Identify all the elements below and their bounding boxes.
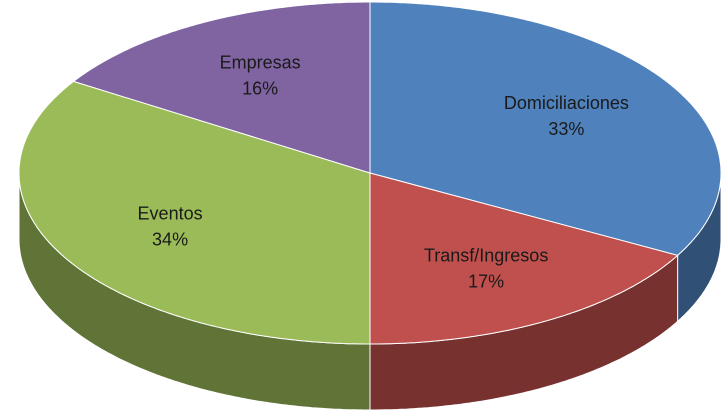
- slice: [369, 172, 679, 345]
- slice: [18, 80, 371, 345]
- slice-value-label: 16%: [242, 78, 278, 98]
- slice-label: Domiciliaciones: [504, 93, 629, 113]
- slice-value-label: 34%: [152, 229, 188, 249]
- slice-value-label: 17%: [468, 271, 504, 291]
- slice-value-label: 33%: [548, 119, 584, 139]
- slice-label: Transf/Ingresos: [424, 245, 548, 265]
- slice: [369, 1, 722, 256]
- slice-label: Eventos: [138, 203, 203, 223]
- slice: [72, 1, 371, 174]
- slice-label: Empresas: [220, 52, 301, 72]
